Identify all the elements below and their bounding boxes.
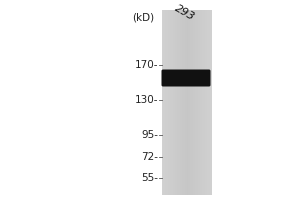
Text: 130-: 130- — [134, 95, 158, 105]
Text: (kD): (kD) — [132, 12, 154, 22]
Text: 95-: 95- — [141, 130, 158, 140]
Bar — [162, 10, 212, 195]
Text: 72-: 72- — [141, 152, 158, 162]
Text: 55-: 55- — [141, 173, 158, 183]
FancyBboxPatch shape — [161, 70, 211, 86]
Text: 170-: 170- — [134, 60, 158, 70]
Text: 293: 293 — [173, 3, 196, 22]
